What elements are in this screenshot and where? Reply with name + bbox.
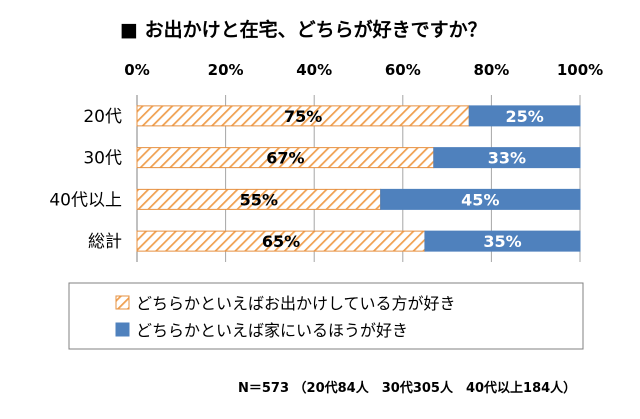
data-label: 67%: [266, 149, 304, 168]
x-axis-tick-labels: 0% 20% 40% 60% 80% 100%: [124, 61, 603, 79]
x-tick-label: 20%: [208, 61, 244, 79]
bar-home: [380, 188, 581, 210]
legend-label: どちらかといえばお出かけしている方が好き: [136, 294, 456, 313]
data-label: 33%: [488, 149, 526, 168]
legend-swatch: [115, 322, 130, 337]
category-label: 20代: [83, 107, 122, 127]
legend-swatch: [115, 295, 130, 310]
x-tick-label: 60%: [385, 61, 421, 79]
legend-label: どちらかといえば家にいるほうが好き: [136, 321, 408, 340]
legend-box: [68, 282, 584, 350]
category-label: 総計: [88, 232, 122, 252]
data-label: 65%: [262, 232, 300, 251]
bar-home: [468, 105, 581, 127]
data-label: 75%: [284, 107, 322, 126]
category-label: 30代: [83, 149, 122, 169]
bar-home: [424, 230, 581, 252]
bar-home: [433, 147, 581, 169]
footnote: N＝573 （20代84人 30代305人 40代以上184人）: [238, 380, 576, 396]
data-label: 25%: [505, 107, 543, 126]
x-tick-label: 40%: [296, 61, 332, 79]
x-tick-label: 0%: [124, 61, 149, 79]
data-label: 45%: [461, 190, 499, 209]
x-tick-label: 80%: [473, 61, 509, 79]
x-tick-label: 100%: [557, 61, 603, 79]
data-label: 55%: [240, 190, 278, 209]
bars: 75% 25% 67% 33% 55% 45% 65% 35%: [136, 105, 581, 252]
data-label: 35%: [483, 232, 521, 251]
chart-title: ■ お出かけと在宅、どちらが好きですか？: [120, 18, 487, 41]
category-label: 40代以上: [49, 190, 122, 210]
